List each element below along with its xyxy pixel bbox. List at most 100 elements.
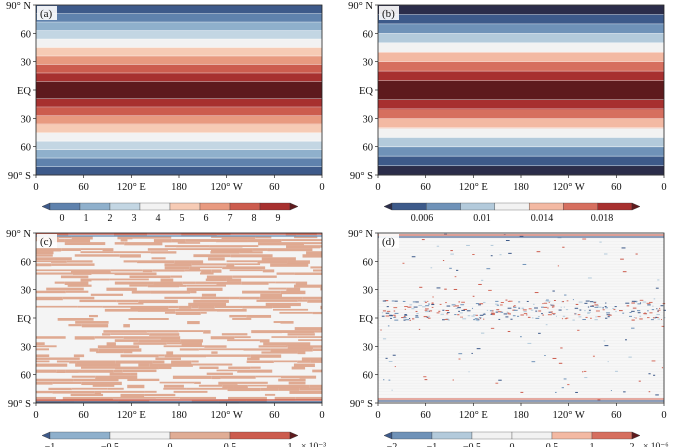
speckle	[385, 312, 390, 314]
speckle	[647, 304, 651, 306]
anomaly-patch	[289, 390, 322, 394]
anomaly-patch	[279, 311, 313, 314]
anomaly-patch	[70, 393, 104, 397]
speckle	[413, 306, 418, 308]
speckle	[653, 298, 656, 300]
speckle	[520, 391, 524, 393]
y-tick-label: 90° N	[6, 1, 31, 12]
anomaly-patch	[205, 278, 227, 281]
anomaly-patch	[114, 272, 157, 276]
speckle	[631, 300, 636, 302]
speckle	[496, 309, 500, 311]
anomaly-patch	[193, 299, 229, 303]
anomaly-patch	[36, 360, 50, 363]
speckle	[527, 342, 532, 344]
anomaly-patch	[234, 336, 251, 339]
anomaly-patch	[116, 299, 139, 303]
x-tick-label: 120° W	[211, 410, 243, 421]
speckle	[472, 295, 475, 297]
anomaly-patch	[294, 236, 318, 239]
speckle	[607, 361, 609, 363]
speckle	[584, 377, 588, 379]
anomaly-patch	[320, 245, 322, 248]
anomaly-patch	[160, 278, 174, 282]
anomaly-patch	[159, 381, 195, 384]
speckle	[393, 307, 398, 309]
band-south	[378, 118, 664, 129]
colorbar-tick-label: 0.01	[473, 213, 491, 224]
colorbar-tick-label: 6	[204, 213, 209, 224]
anomaly-patch	[36, 342, 45, 346]
x-tick-label: 0	[375, 182, 380, 193]
speckle	[445, 302, 447, 304]
speckle	[466, 244, 470, 246]
band-north	[378, 14, 664, 25]
speckle	[498, 379, 502, 381]
speckle	[404, 314, 408, 316]
anomaly-patch	[152, 360, 165, 364]
speckle	[486, 268, 491, 270]
y-tick-label: 60	[363, 143, 374, 154]
speckle	[577, 329, 580, 331]
colorbar-segment	[169, 431, 231, 440]
anomaly-patch	[155, 396, 180, 399]
anomaly-patch	[243, 348, 271, 351]
polar-streak	[36, 401, 322, 403]
anomaly-patch	[114, 281, 154, 285]
speckle	[590, 305, 594, 307]
speckle	[418, 328, 421, 330]
anomaly-patch	[207, 257, 225, 261]
anomaly-patch	[211, 375, 221, 380]
anomaly-patch	[270, 348, 313, 352]
anomaly-patch	[109, 278, 149, 281]
speckle	[388, 360, 393, 362]
anomaly-patch	[128, 318, 169, 320]
anomaly-patch	[259, 339, 270, 343]
x-tick-label: 60	[269, 182, 280, 193]
speckle	[626, 305, 630, 307]
anomaly-patch	[149, 363, 193, 367]
anomaly-patch	[132, 236, 172, 239]
anomaly-patch	[150, 251, 177, 254]
anomaly-patch	[192, 363, 233, 366]
anomaly-patch	[278, 387, 300, 391]
polar-streak	[378, 236, 664, 238]
anomaly-patch	[206, 372, 233, 375]
speckle	[393, 310, 396, 312]
anomaly-patch	[58, 236, 72, 239]
speckle	[506, 311, 509, 313]
anomaly-patch	[177, 242, 201, 244]
anomaly-patch	[273, 321, 281, 324]
anomaly-patch	[98, 348, 142, 352]
speckle	[403, 317, 407, 319]
speckle	[445, 310, 450, 312]
polar-streak	[36, 235, 322, 237]
speckle	[490, 312, 495, 314]
speckle	[429, 310, 433, 312]
anomaly-patch	[179, 348, 199, 351]
anomaly-patch	[228, 396, 267, 400]
colorbar-arrow-low	[383, 202, 393, 211]
anomaly-patch	[66, 260, 93, 263]
speckle	[462, 318, 467, 320]
anomaly-patch	[275, 281, 296, 284]
anomaly-patch	[36, 357, 80, 360]
anomaly-patch	[268, 287, 287, 290]
polar-streak	[378, 398, 664, 400]
colorbar-tick-label: 4	[156, 213, 161, 224]
speckle	[565, 317, 569, 319]
anomaly-patch	[237, 381, 268, 384]
speckle	[404, 308, 407, 310]
speckle	[473, 319, 476, 321]
speckle	[457, 307, 461, 309]
anomaly-patch	[203, 330, 211, 334]
anomaly-patch	[114, 339, 139, 342]
speckle	[422, 306, 426, 308]
anomaly-patch	[102, 305, 131, 308]
anomaly-patch	[229, 314, 247, 318]
x-tick-label: 180	[171, 182, 187, 193]
anomaly-patch	[271, 336, 298, 338]
anomaly-patch	[74, 336, 95, 340]
x-tick-label: 60	[78, 410, 89, 421]
speckle	[394, 366, 396, 368]
